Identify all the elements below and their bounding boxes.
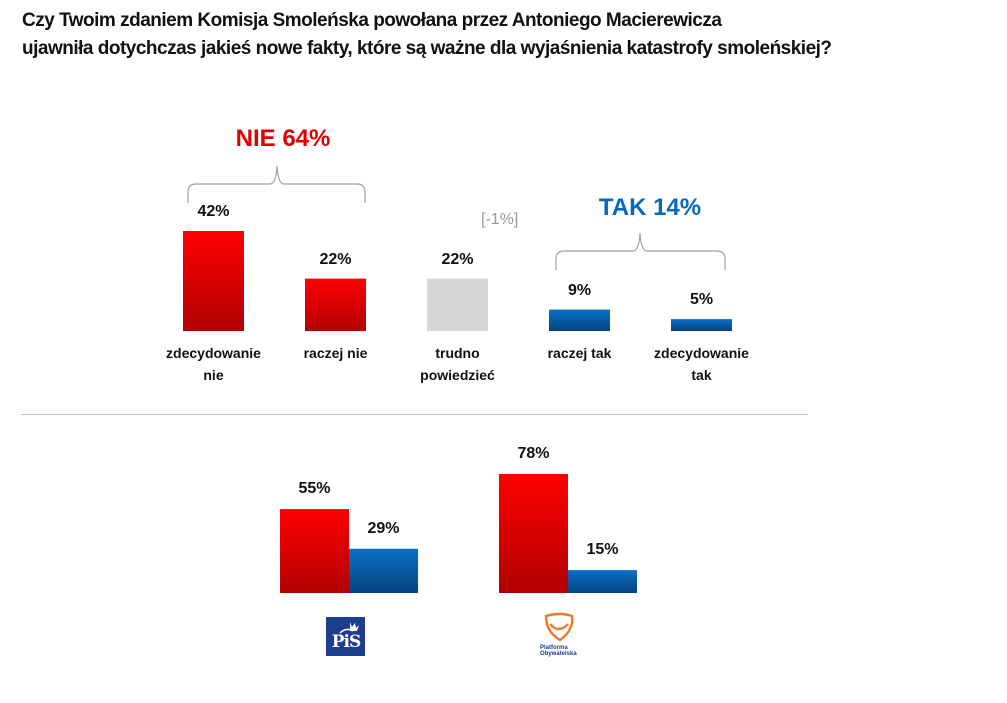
- bar-zdecydowanie-nie: [183, 231, 244, 331]
- dont-know-change-note: [-1%]: [481, 211, 519, 228]
- value-label: 9%: [567, 281, 592, 299]
- bar-platforma-obywatelska-tak: [568, 570, 637, 593]
- tak-group-label: TAK 14%: [598, 194, 702, 221]
- po-logo-text-2: Obywatelska: [540, 651, 577, 657]
- value-label: 42%: [197, 203, 230, 220]
- category-label-line: trudno: [435, 345, 480, 361]
- po-logo-text-1: Platforma: [540, 645, 568, 651]
- bar-pis-tak: [349, 548, 418, 593]
- bar-raczej-nie: [305, 278, 366, 331]
- category-label-line: zdecydowanie: [654, 345, 749, 361]
- category-label: raczej tak: [515, 342, 645, 364]
- value-label: 22%: [441, 250, 474, 268]
- pis-logo-text: PiS: [331, 632, 362, 652]
- category-label: zdecydowanie tak: [637, 342, 767, 386]
- category-label-line: raczej nie: [303, 345, 368, 361]
- nie-group-label: NIE 64%: [235, 125, 331, 152]
- tak-bracket: [555, 232, 726, 270]
- category-label-line: zdecydowanie: [166, 345, 261, 361]
- top-chart-bars: [183, 231, 732, 331]
- category-label-line: raczej tak: [547, 345, 612, 361]
- value-label: 78%: [517, 445, 550, 462]
- value-label: 15%: [586, 541, 619, 559]
- bar-trudno-powiedzieć: [427, 278, 488, 331]
- chart-title-line-2: ujawniła dotychczas jakieś nowe fakty, k…: [22, 38, 832, 59]
- bar-zdecydowanie-tak: [671, 319, 732, 331]
- chart-title-line-1: Czy Twoim zdaniem Komisja Smoleńska powo…: [22, 10, 722, 31]
- category-label-line: tak: [691, 367, 712, 383]
- pis-logo-icon: PiS: [326, 617, 365, 656]
- value-label: 55%: [298, 480, 331, 498]
- category-label: raczej nie: [271, 342, 401, 364]
- category-label: trudno powiedzieć: [393, 342, 523, 386]
- po-logo-icon: Platforma Obywatelska: [536, 610, 586, 660]
- bar-pis-nie: [280, 509, 349, 593]
- value-label: 5%: [689, 291, 714, 309]
- value-label: 29%: [367, 519, 400, 537]
- chart-title: Czy Twoim zdaniem Komisja Smoleńska powo…: [22, 7, 832, 63]
- bar-platforma-obywatelska-nie: [499, 474, 568, 593]
- category-label-line: nie: [203, 367, 224, 383]
- bar-raczej-tak: [549, 309, 610, 331]
- category-label-line: powiedzieć: [420, 367, 495, 383]
- value-label: 22%: [319, 250, 352, 268]
- bottom-chart-bars: [280, 474, 637, 593]
- section-divider: [21, 414, 808, 415]
- category-label: zdecydowanie nie: [149, 342, 279, 386]
- nie-bracket: [187, 165, 366, 203]
